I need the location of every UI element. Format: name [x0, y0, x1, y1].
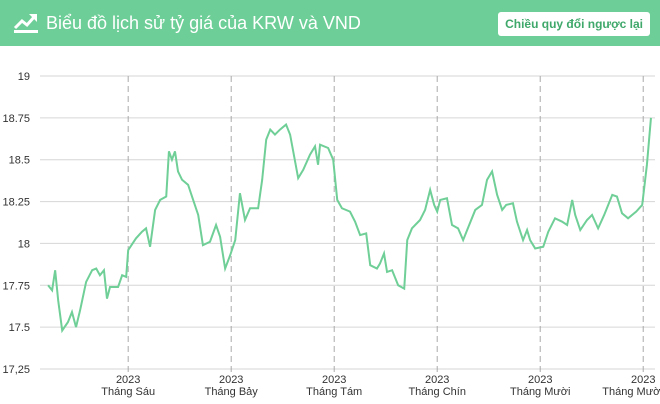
header: Biểu đồ lịch sử tỷ giá của KRW và VND Ch…	[0, 0, 660, 46]
y-tick-label: 17,25	[2, 364, 30, 376]
x-tick-label: 2023 Tháng Tám	[306, 374, 362, 398]
y-tick-label: 19	[18, 71, 30, 83]
y-tick-label: 18.75	[2, 113, 30, 125]
title: Biểu đồ lịch sử tỷ giá của KRW và VND	[46, 13, 361, 33]
swap-button[interactable]: Chiều quy đổi ngược lại	[498, 12, 650, 36]
chart-icon	[13, 14, 38, 33]
x-tick-label: 2023 Tháng Sáu	[101, 374, 155, 398]
y-tick-label: 17.75	[2, 280, 30, 292]
x-tick-label: 2023 Tháng Chín	[408, 374, 465, 398]
line	[47, 117, 652, 334]
y-tick-label: 18	[18, 238, 30, 250]
y-tick-label: 18.5	[9, 155, 30, 167]
x-tick-label: 2023 Tháng Bảy	[205, 374, 259, 398]
y-tick-label: 18.25	[2, 197, 30, 209]
x-tick-label: 2023 Tháng Mười	[510, 374, 570, 398]
y-tick-label: 17.5	[9, 322, 30, 334]
